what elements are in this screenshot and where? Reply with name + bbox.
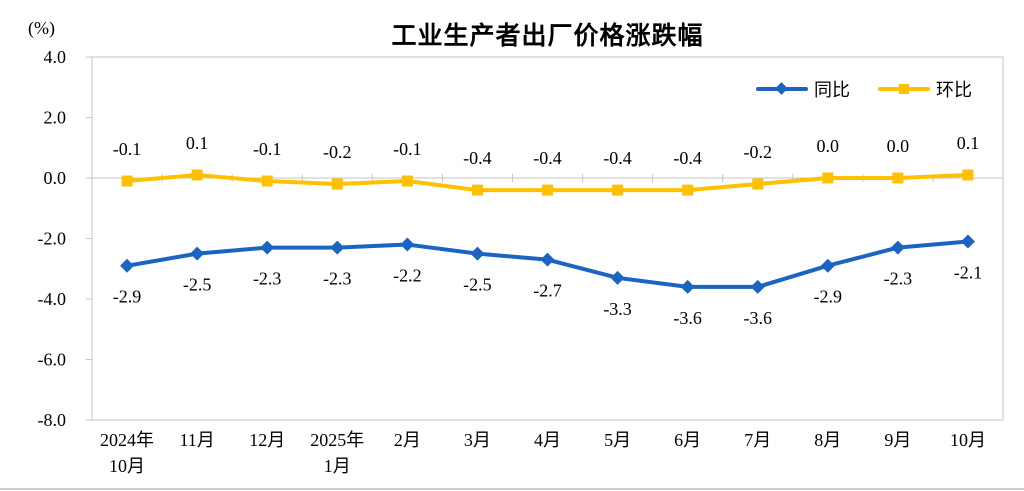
data-point-label-yoy: -3.6 xyxy=(673,308,702,328)
x-axis-label-line2: 1月 xyxy=(324,456,351,476)
data-point-marker-yoy xyxy=(470,246,485,261)
y-axis-tick-label: -8.0 xyxy=(38,410,67,430)
x-axis-label: 7月 xyxy=(744,430,771,450)
data-point-label-mom: -0.4 xyxy=(533,148,562,168)
x-axis-label: 4月 xyxy=(534,430,561,450)
data-point-marker-yoy xyxy=(330,240,345,255)
data-point-marker-yoy xyxy=(680,279,695,294)
legend-item-mom: 环比 xyxy=(878,76,972,102)
x-axis-label: 12月 xyxy=(249,430,285,450)
data-point-marker-yoy xyxy=(890,240,905,255)
data-point-label-yoy: -2.5 xyxy=(463,275,492,295)
data-point-marker-mom xyxy=(752,178,764,190)
data-point-label-mom: -0.1 xyxy=(253,139,282,159)
data-point-marker-yoy xyxy=(750,279,765,294)
data-point-marker-mom xyxy=(191,169,203,181)
yoy-line-swatch xyxy=(756,82,808,96)
y-axis-unit-label: (%) xyxy=(28,18,55,38)
data-point-marker-mom xyxy=(121,175,133,187)
data-point-marker-yoy xyxy=(400,237,415,252)
x-axis-label: 9月 xyxy=(884,430,911,450)
data-point-marker-mom xyxy=(612,184,624,196)
legend-label-yoy: 同比 xyxy=(814,80,850,100)
data-point-marker-yoy xyxy=(540,252,555,267)
data-point-label-yoy: -2.1 xyxy=(954,263,983,283)
plot-border xyxy=(91,56,1004,421)
x-axis-label: 10月 xyxy=(950,430,986,450)
data-point-label-mom: -0.4 xyxy=(463,148,492,168)
x-axis-label: 5月 xyxy=(604,430,631,450)
data-point-marker-yoy xyxy=(820,258,835,273)
data-point-label-mom: -0.1 xyxy=(113,139,142,159)
data-point-marker-yoy xyxy=(610,270,625,285)
data-point-marker-mom xyxy=(892,172,904,184)
data-point-marker-mom xyxy=(542,184,553,196)
y-axis-tick-label: -6.0 xyxy=(38,350,67,370)
data-point-marker-yoy xyxy=(260,240,275,255)
x-axis-label: 11月 xyxy=(179,430,214,450)
data-point-label-yoy: -3.6 xyxy=(743,308,772,328)
data-point-label-yoy: -2.9 xyxy=(814,287,843,307)
x-axis-label: 3月 xyxy=(464,430,491,450)
data-point-label-mom: -0.1 xyxy=(393,139,422,159)
x-axis-label: 2月 xyxy=(394,430,421,450)
y-axis-tick-label: 4.0 xyxy=(44,47,67,67)
x-axis-label: 2024年 xyxy=(100,430,154,450)
data-point-marker-mom xyxy=(331,178,343,190)
data-point-marker-mom xyxy=(401,175,413,187)
data-point-label-mom: 0.1 xyxy=(957,133,980,153)
chart-title: 工业生产者出厂价格涨跌幅 xyxy=(391,22,704,50)
data-point-marker-mom xyxy=(682,184,694,196)
data-point-label-yoy: -2.3 xyxy=(253,269,282,289)
data-point-label-mom: -0.2 xyxy=(743,142,772,162)
data-point-marker-mom xyxy=(261,175,273,187)
y-axis-tick-label: 0.0 xyxy=(44,168,67,188)
data-point-label-yoy: -2.9 xyxy=(113,287,142,307)
data-point-label-yoy: -2.5 xyxy=(183,275,212,295)
data-point-marker-yoy xyxy=(120,258,135,273)
x-axis-label: 8月 xyxy=(814,430,841,450)
data-point-marker-mom xyxy=(822,172,834,184)
square-marker-icon xyxy=(899,84,909,94)
legend-item-yoy: 同比 xyxy=(756,76,850,102)
data-point-label-mom: -0.2 xyxy=(323,142,352,162)
data-point-label-mom: 0.0 xyxy=(817,136,840,156)
bottom-divider xyxy=(0,488,1024,490)
mom-line-swatch xyxy=(878,82,930,96)
x-axis-label: 2025年 xyxy=(310,430,364,450)
data-point-marker-yoy xyxy=(190,246,205,261)
y-axis-tick-label: -4.0 xyxy=(38,289,67,309)
data-point-label-yoy: -2.7 xyxy=(533,281,562,301)
data-point-marker-yoy xyxy=(960,234,975,249)
x-axis-label-line2: 10月 xyxy=(109,456,145,476)
y-axis-tick-label: 2.0 xyxy=(44,108,67,128)
y-axis-tick-label: -2.0 xyxy=(38,229,67,249)
legend-label-mom: 环比 xyxy=(936,80,972,100)
x-axis-label: 6月 xyxy=(674,430,701,450)
data-point-marker-mom xyxy=(471,184,483,196)
data-point-label-mom: -0.4 xyxy=(673,148,702,168)
data-point-label-yoy: -3.3 xyxy=(603,299,632,319)
data-point-label-yoy: -2.3 xyxy=(323,269,352,289)
chart-legend: 同比 环比 xyxy=(756,76,972,102)
data-point-label-yoy: -2.3 xyxy=(884,269,913,289)
data-point-label-yoy: -2.2 xyxy=(393,266,422,286)
data-point-label-mom: -0.4 xyxy=(603,148,632,168)
data-point-label-mom: 0.1 xyxy=(186,133,209,153)
data-point-label-mom: 0.0 xyxy=(887,136,910,156)
data-point-marker-mom xyxy=(962,169,974,181)
